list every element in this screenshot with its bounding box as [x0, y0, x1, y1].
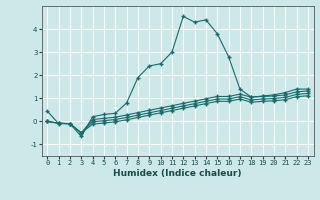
X-axis label: Humidex (Indice chaleur): Humidex (Indice chaleur)	[113, 169, 242, 178]
